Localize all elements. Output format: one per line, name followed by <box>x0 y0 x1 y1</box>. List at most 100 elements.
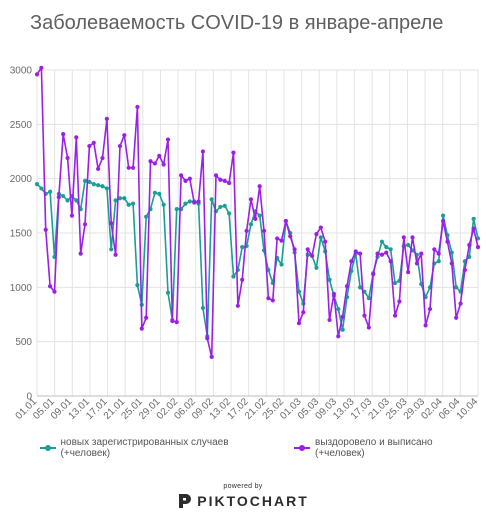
data-point-recovered <box>449 261 454 266</box>
data-point-recovered <box>475 245 481 250</box>
y-tick-label: 3000 <box>10 66 33 77</box>
data-point-recovered <box>78 251 83 256</box>
data-point-recovered <box>244 228 249 233</box>
data-point-recovered <box>39 65 44 70</box>
data-point-recovered <box>52 289 57 294</box>
chart-title: Заболеваемость COVID-19 в январе-апреле <box>30 12 444 34</box>
data-point-new-cases <box>165 290 171 295</box>
data-point-recovered <box>371 272 376 277</box>
data-point-recovered <box>406 270 411 275</box>
legend-swatch-new-cases <box>40 444 56 452</box>
data-point-new-cases <box>91 182 96 187</box>
data-point-recovered <box>301 310 306 315</box>
data-point-recovered <box>309 253 315 258</box>
powered-by-text: powered by <box>223 483 263 490</box>
data-point-recovered <box>445 239 450 244</box>
data-point-recovered <box>266 296 271 301</box>
data-point-new-cases <box>240 245 245 250</box>
data-point-new-cases <box>209 197 214 202</box>
data-point-recovered <box>270 298 275 303</box>
data-point-new-cases <box>96 183 101 188</box>
data-point-recovered <box>165 137 171 142</box>
data-point-new-cases <box>187 199 192 204</box>
data-point-new-cases <box>39 186 44 191</box>
data-point-recovered <box>336 334 341 339</box>
data-point-recovered <box>349 259 354 264</box>
data-point-new-cases <box>314 265 319 270</box>
data-point-recovered <box>109 221 114 226</box>
data-point-new-cases <box>34 182 40 187</box>
data-point-recovered <box>462 267 468 273</box>
data-point-new-cases <box>135 283 140 288</box>
piktochart-logo-text: PIKTOCHART <box>197 493 309 509</box>
data-point-new-cases <box>471 216 476 221</box>
data-point-recovered <box>353 249 358 254</box>
piktochart-logo[interactable]: PIKTOCHART <box>0 493 486 509</box>
data-point-new-cases <box>152 190 157 195</box>
data-point-new-cases <box>200 305 206 311</box>
data-point-recovered <box>139 326 144 331</box>
data-point-recovered <box>222 178 227 183</box>
data-point-recovered <box>56 195 61 200</box>
data-point-recovered <box>43 227 48 232</box>
data-point-recovered <box>292 247 297 252</box>
data-point-new-cases <box>113 198 118 203</box>
data-point-recovered <box>275 236 280 241</box>
data-point-recovered <box>401 235 406 240</box>
data-point-new-cases <box>65 198 70 203</box>
data-point-new-cases <box>61 193 66 199</box>
data-point-new-cases <box>82 178 88 183</box>
data-point-new-cases <box>358 285 363 290</box>
data-point-recovered <box>314 231 319 237</box>
data-point-recovered <box>91 140 96 145</box>
data-point-new-cases <box>318 235 323 240</box>
data-point-recovered <box>187 176 192 181</box>
data-point-recovered <box>231 150 236 155</box>
data-point-recovered <box>257 184 262 189</box>
data-point-new-cases <box>47 189 53 194</box>
data-point-new-cases <box>222 203 227 208</box>
data-point-recovered <box>344 284 350 289</box>
data-point-new-cases <box>231 274 236 279</box>
data-point-new-cases <box>454 285 459 290</box>
data-point-recovered <box>471 226 476 231</box>
data-point-recovered <box>209 354 214 359</box>
data-point-new-cases <box>436 259 441 264</box>
data-point-recovered <box>218 177 223 182</box>
data-point-new-cases <box>392 280 398 286</box>
data-point-new-cases <box>161 202 166 207</box>
data-point-new-cases <box>157 191 162 196</box>
data-point-new-cases <box>117 196 123 201</box>
data-point-recovered <box>148 159 153 164</box>
data-point-new-cases <box>174 206 179 212</box>
data-point-recovered <box>192 200 197 205</box>
y-tick-label: 2500 <box>10 120 33 131</box>
data-point-recovered <box>104 116 109 121</box>
data-point-recovered <box>74 135 79 140</box>
data-point-new-cases <box>144 214 149 219</box>
data-point-recovered <box>87 143 92 149</box>
data-point-recovered <box>375 251 380 256</box>
data-point-recovered <box>397 299 402 304</box>
data-point-recovered <box>61 132 66 137</box>
data-point-recovered <box>100 155 105 161</box>
data-point-new-cases <box>388 247 393 252</box>
data-point-recovered <box>240 277 245 282</box>
y-tick-label: 1500 <box>10 229 33 240</box>
data-point-new-cases <box>379 239 385 244</box>
data-point-recovered <box>170 318 175 324</box>
data-point-recovered <box>414 261 419 266</box>
data-point-recovered <box>248 197 254 202</box>
data-point-recovered <box>379 252 385 257</box>
data-point-recovered <box>331 291 337 296</box>
data-point-recovered <box>47 284 53 289</box>
data-point-new-cases <box>87 179 92 185</box>
data-point-new-cases <box>340 327 345 332</box>
data-point-new-cases <box>100 184 105 189</box>
legend-item-recovered: выздоровело и выписано (+человек) <box>294 437 480 459</box>
data-point-new-cases <box>104 186 109 191</box>
data-point-recovered <box>436 251 441 256</box>
data-point-recovered <box>427 306 433 312</box>
data-point-recovered <box>34 72 40 77</box>
legend-swatch-recovered <box>294 444 310 452</box>
